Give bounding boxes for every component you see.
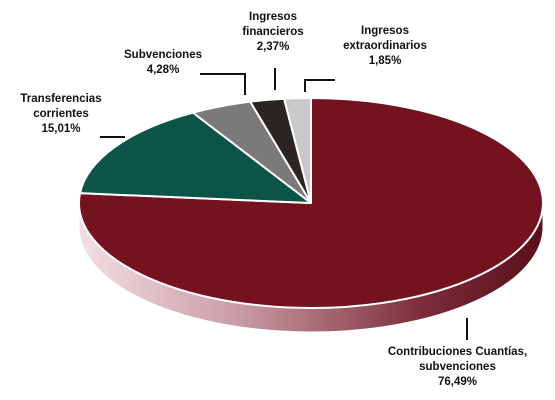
slice-label-contribuciones: Contribuciones Cuantías, subvenciones 76… — [370, 345, 545, 390]
slice-value: 15,01% — [41, 123, 81, 135]
slice-label-text: Ingresos extraordinarios — [343, 25, 427, 52]
slice-label-text: Ingresos financieros — [242, 11, 304, 38]
slice-value: 2,37% — [256, 41, 290, 53]
slice-label-ingresos-financieros: Ingresos financieros 2,37% — [228, 10, 318, 55]
slice-value: 76,49% — [437, 376, 477, 388]
slice-value: 4,28% — [146, 64, 180, 76]
slice-label-text: Contribuciones Cuantías, subvenciones — [387, 346, 528, 373]
leader-line-4 — [304, 79, 335, 92]
slice-label-text: Transferencias corrientes — [20, 93, 102, 120]
slice-value: 1,85% — [368, 55, 402, 67]
leader-line-2 — [200, 73, 246, 95]
slice-label-text: Subvenciones — [124, 49, 202, 61]
slice-label-subvenciones: Subvenciones 4,28% — [108, 48, 218, 78]
slice-4 — [283, 97, 312, 204]
slice-label-transferencias: Transferencias corrientes 15,01% — [2, 92, 120, 137]
slice-label-ingresos-extraordinarios: Ingresos extraordinarios 1,85% — [325, 24, 445, 69]
slice-1 — [79, 111, 312, 204]
